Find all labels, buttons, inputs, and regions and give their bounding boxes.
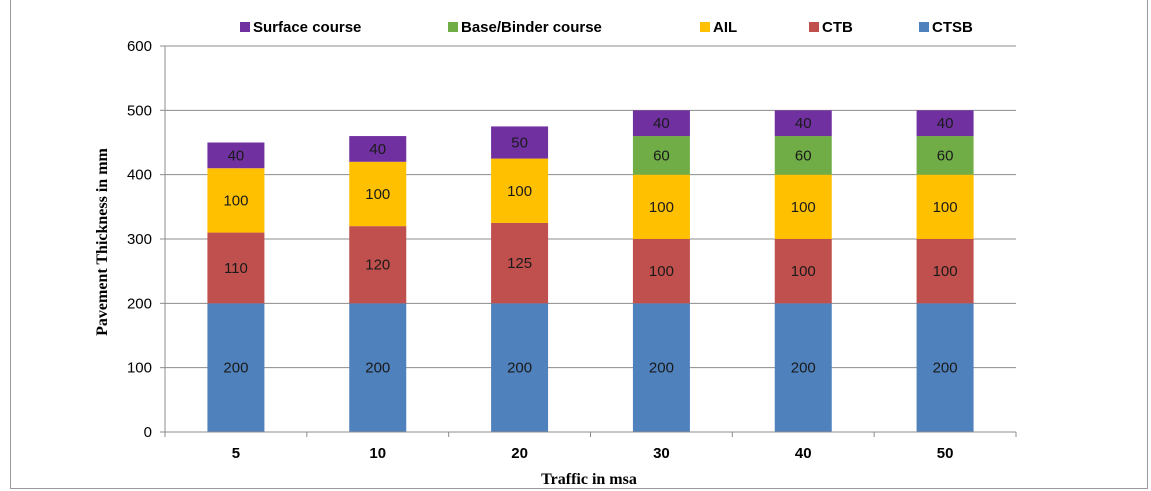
data-label: 200 [223,360,248,377]
x-axis: 5 10 20 30 40 50 [164,431,1017,462]
legend-label: CTB [822,19,853,36]
data-label: 40 [653,115,670,132]
x-tick-label: 5 [232,445,240,462]
bar-segment [916,303,974,432]
legend-swatch [809,22,819,32]
bar-segment [632,110,690,137]
data-label: 40 [369,141,386,158]
data-label: 200 [933,360,958,377]
legend-label: Base/Binder course [461,19,602,36]
bar-segment [349,226,407,304]
legend-label: Surface course [253,19,361,36]
x-tick-label: 10 [369,445,386,462]
bar-segment [632,239,690,304]
data-label: 100 [649,199,674,216]
y-tick-label: 500 [127,102,152,119]
y-axis-title: Pavement Thickness in mm [94,147,111,335]
bar-segment [491,126,549,159]
y-axis-ticks: 0 100 200 300 400 500 600 [127,38,166,441]
y-tick-label: 0 [144,424,152,441]
data-label: 60 [795,147,812,164]
legend-swatch [700,22,710,32]
bar-segment [916,174,974,239]
legend-label: AIL [713,19,737,36]
data-label: 200 [649,360,674,377]
x-axis-title: Traffic in msa [541,471,637,488]
bar-segment [774,110,832,137]
bar-segment [349,303,407,432]
bar-segment [916,136,974,175]
data-label: 60 [653,147,670,164]
bar-segment [491,222,549,304]
data-label: 200 [365,360,390,377]
data-label: 125 [507,255,532,272]
y-tick-label: 200 [127,295,152,312]
bar-segment [774,136,832,175]
x-tick-label: 30 [653,445,670,462]
data-label: 40 [228,147,245,164]
x-tick-label: 50 [937,445,954,462]
bar-segment [774,174,832,239]
legend: Surface course Base/Binder course AIL CTB CT… [240,19,973,36]
chart-frame [10,0,1148,489]
y-tick-label: 300 [127,231,152,248]
data-label: 60 [937,147,954,164]
data-label: 120 [365,257,390,274]
bar-segment [774,239,832,304]
bar-segment [632,303,690,432]
data-label: 50 [511,135,528,152]
data-label: 100 [933,199,958,216]
x-tick-label: 20 [511,445,528,462]
legend-swatch [240,22,250,32]
bar-segment [491,303,549,432]
data-label: 100 [365,186,390,203]
data-label: 200 [507,360,532,377]
x-tick-label: 40 [795,445,812,462]
data-label: 40 [795,115,812,132]
data-label: 100 [649,263,674,280]
bar-segment [632,136,690,175]
bar-segment [916,110,974,137]
bar-segment [207,303,265,432]
data-label: 110 [224,260,248,277]
bar-segment [349,161,407,227]
data-label: 100 [791,263,816,280]
legend-swatch [919,22,929,32]
bar-segment [916,239,974,304]
y-tick-label: 100 [127,360,152,377]
data-label: 100 [791,199,816,216]
bar-segment [491,158,549,223]
bar-segment [632,174,690,239]
bar-segment [349,136,407,162]
y-tick-label: 600 [127,38,152,55]
grid-lines [165,45,1016,369]
bars: 200 110 100 40 200 120 100 40 200 125 100 50 200 100 1… [207,110,974,432]
data-label: 100 [933,263,958,280]
data-label: 40 [937,115,954,132]
legend-label: CTSB [932,19,973,36]
data-label: 100 [507,183,532,200]
y-tick-label: 400 [127,167,152,184]
bar-segment [207,168,265,233]
data-label: 200 [791,360,816,377]
bar-segment [774,303,832,432]
data-label: 100 [223,192,248,209]
bar-segment [207,232,265,304]
legend-swatch [448,22,458,32]
bar-segment [207,142,265,169]
